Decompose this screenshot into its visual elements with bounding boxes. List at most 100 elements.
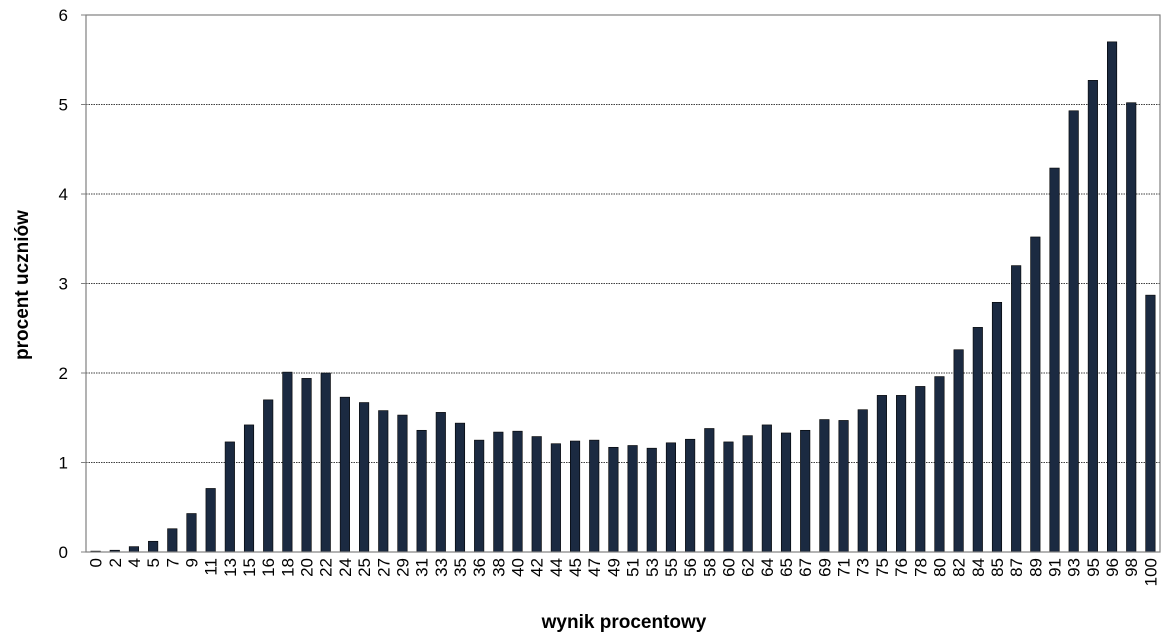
bar — [762, 425, 772, 552]
x-tick-label: 98 — [1122, 558, 1141, 577]
bar — [379, 411, 389, 552]
x-tick-label: 55 — [662, 558, 681, 577]
bar — [666, 443, 676, 552]
x-tick-label: 67 — [796, 558, 815, 577]
bar — [877, 395, 887, 552]
x-tick-label: 69 — [815, 558, 834, 577]
bar — [973, 327, 983, 552]
x-tick-label: 38 — [489, 558, 508, 577]
bar — [455, 423, 465, 552]
bar — [570, 441, 580, 552]
x-tick-label: 47 — [585, 558, 604, 577]
bar — [647, 448, 657, 552]
bar — [685, 439, 695, 552]
x-tick-label: 16 — [259, 558, 278, 577]
x-tick-label: 4 — [125, 558, 144, 567]
bar — [148, 541, 158, 552]
bar — [781, 433, 791, 552]
bar — [992, 302, 1002, 552]
x-tick-label: 78 — [911, 558, 930, 577]
x-tick-label: 11 — [202, 558, 221, 576]
x-tick-label: 2 — [106, 558, 125, 567]
x-tick-label: 89 — [1026, 558, 1045, 577]
bar — [589, 440, 599, 552]
x-axis-title: wynik procentowy — [541, 612, 707, 633]
x-tick-label: 51 — [624, 558, 643, 577]
bar — [283, 372, 293, 552]
bar — [800, 430, 810, 552]
x-tick-label: 56 — [681, 558, 700, 577]
bar — [263, 400, 273, 552]
x-tick-label: 100 — [1141, 558, 1160, 586]
bar — [1126, 103, 1136, 552]
x-tick-label: 91 — [1046, 558, 1065, 577]
bar — [551, 444, 561, 552]
x-tick-label: 24 — [336, 558, 355, 577]
bar — [743, 436, 753, 552]
y-tick-label: 6 — [59, 6, 68, 25]
x-tick-label: 85 — [988, 558, 1007, 577]
bar — [1146, 295, 1156, 552]
x-tick-label: 36 — [470, 558, 489, 577]
x-tick-label: 20 — [298, 558, 317, 577]
bar — [436, 412, 446, 552]
bar — [302, 378, 312, 552]
x-tick-label: 65 — [777, 558, 796, 577]
bars — [91, 42, 1155, 552]
bar — [628, 445, 638, 552]
x-tick-label: 33 — [432, 558, 451, 577]
bar — [724, 442, 734, 552]
bar — [187, 514, 197, 552]
x-tick-label: 62 — [739, 558, 758, 577]
x-tick-label: 87 — [1007, 558, 1026, 577]
x-tick-label: 53 — [643, 558, 662, 577]
x-tick-label: 7 — [163, 558, 182, 567]
y-tick-label: 2 — [59, 364, 68, 383]
x-tick-label: 80 — [930, 558, 949, 577]
y-tick-labels: 0 1 2 3 4 5 6 — [59, 6, 68, 562]
x-tick-label: 45 — [566, 558, 585, 577]
x-tick-label: 9 — [182, 558, 201, 567]
x-tick-label: 42 — [528, 558, 547, 577]
bar — [532, 437, 542, 552]
bar — [398, 415, 408, 552]
bar — [417, 430, 427, 552]
y-tick-label: 1 — [59, 454, 68, 473]
bar — [1107, 42, 1117, 552]
bar — [474, 440, 484, 552]
bar — [494, 432, 504, 552]
x-tick-label: 27 — [374, 558, 393, 577]
bar — [359, 403, 369, 552]
bar — [206, 488, 216, 552]
x-tick-label: 31 — [413, 558, 432, 577]
x-tick-label: 35 — [451, 558, 470, 577]
bar — [609, 447, 619, 552]
bar — [513, 431, 523, 552]
x-tick-label: 84 — [969, 558, 988, 577]
x-tick-label: 22 — [317, 558, 336, 577]
bar — [820, 420, 830, 552]
x-tick-label: 25 — [355, 558, 374, 577]
y-tick-label: 5 — [59, 96, 68, 115]
y-axis-title: procent uczniów — [12, 210, 33, 360]
x-tick-label: 18 — [278, 558, 297, 577]
x-tick-label: 60 — [719, 558, 738, 577]
x-tick-label: 75 — [873, 558, 892, 577]
x-tick-labels: 0 2 4 5 7 9 11 13 15 16 18 20 22 24 25 27 29 31 33 35 36 38 40… — [87, 558, 1161, 586]
bar — [954, 350, 964, 552]
x-tick-label: 44 — [547, 558, 566, 577]
x-tick-label: 96 — [1103, 558, 1122, 577]
bar — [896, 395, 906, 552]
bar — [129, 547, 139, 552]
bar — [705, 428, 715, 552]
bar — [244, 425, 254, 552]
bar — [1011, 266, 1021, 552]
bar — [1031, 237, 1041, 552]
bar — [916, 386, 926, 552]
x-tick-label: 0 — [87, 558, 106, 567]
x-tick-label: 15 — [240, 558, 259, 577]
x-tick-label: 95 — [1084, 558, 1103, 577]
x-tick-label: 71 — [835, 558, 854, 577]
bar — [225, 442, 235, 552]
